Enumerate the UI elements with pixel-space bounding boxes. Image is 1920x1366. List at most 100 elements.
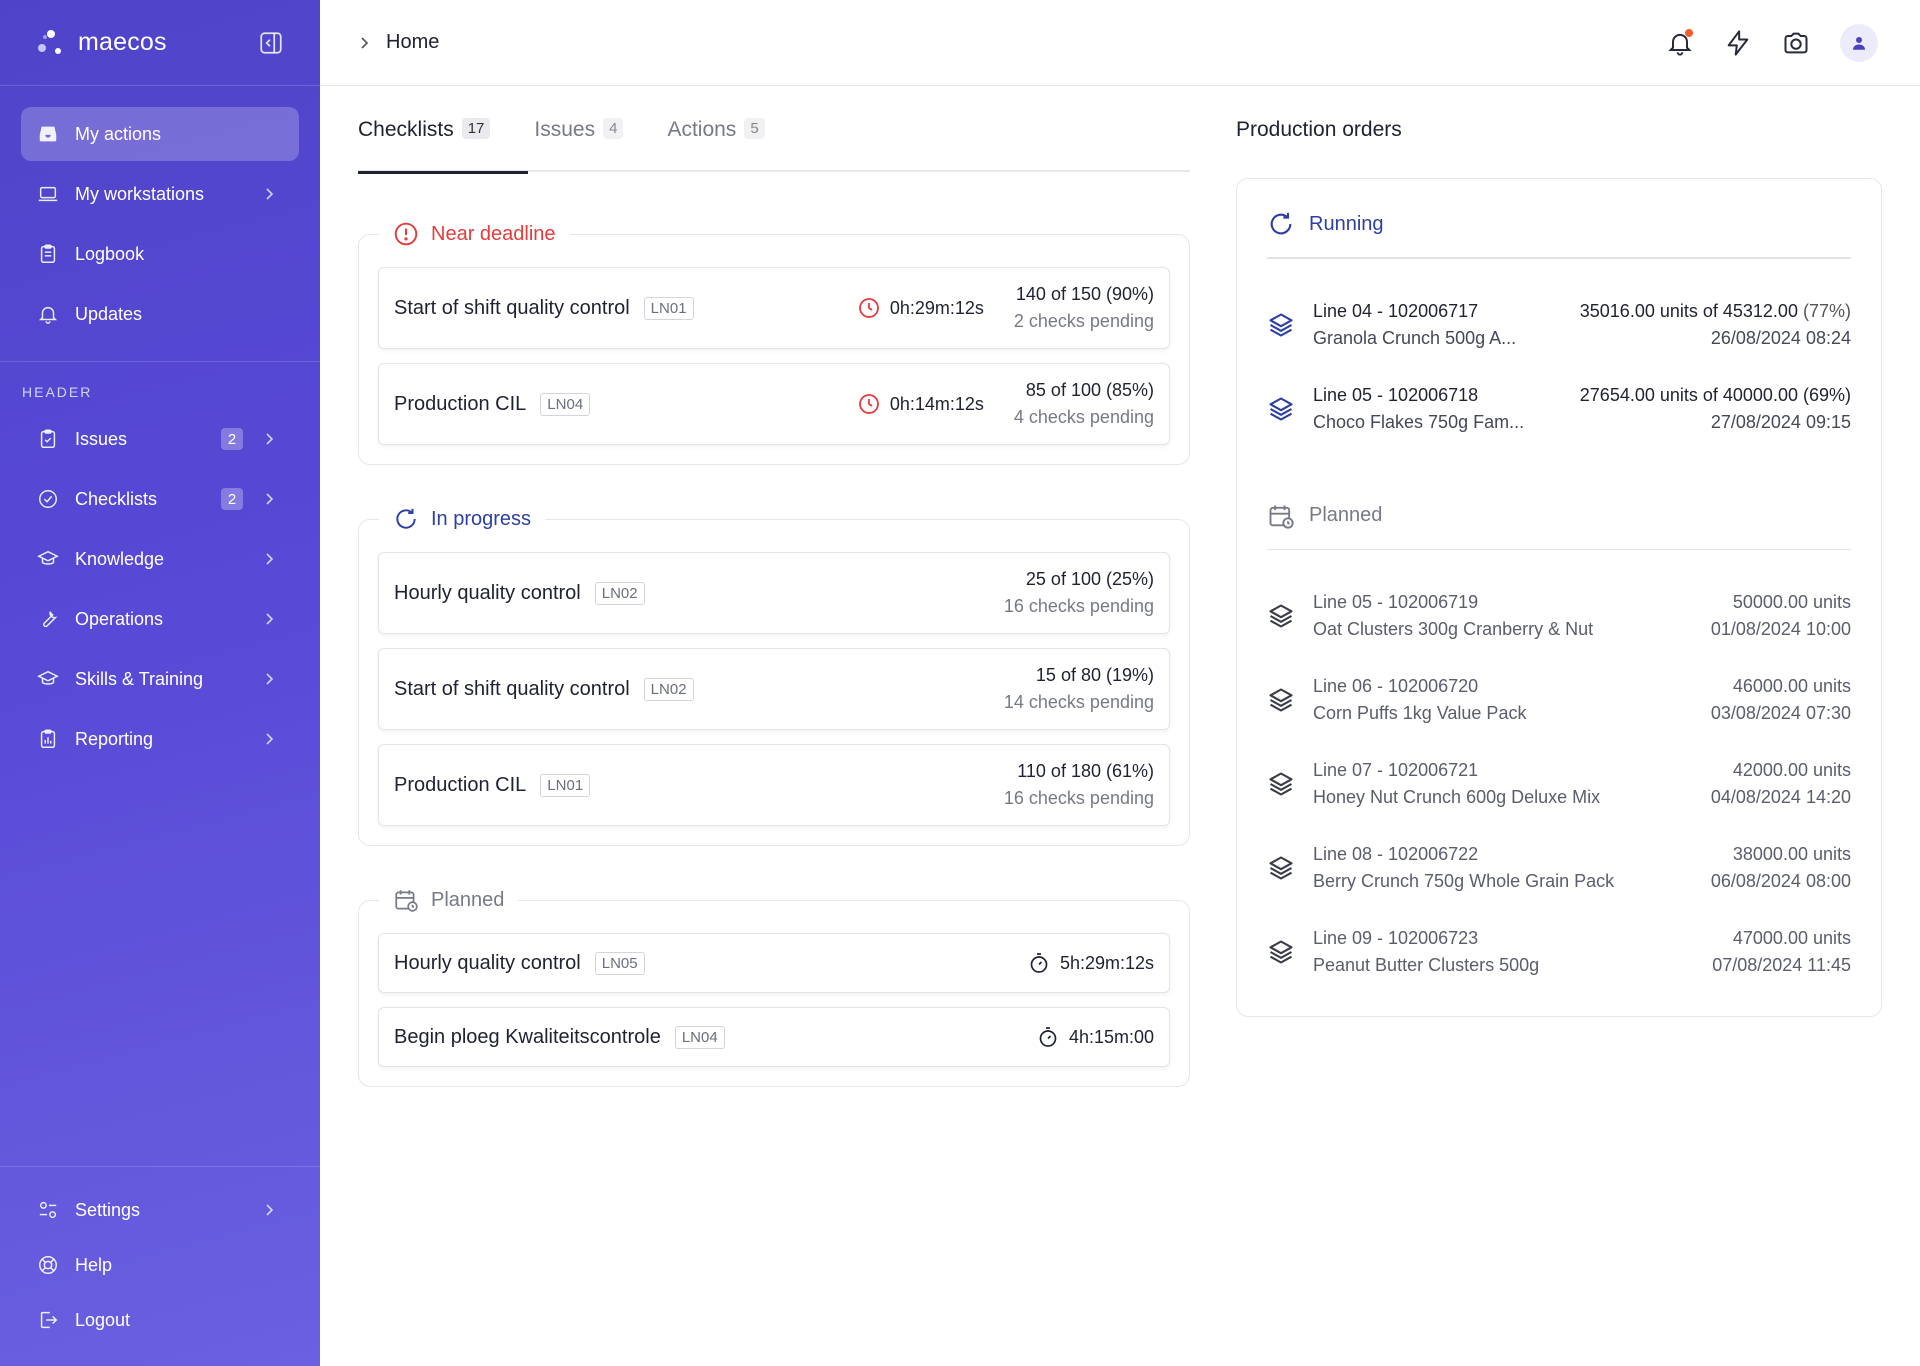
chevron-right-icon <box>266 673 274 685</box>
sidebar-item-help[interactable]: Help <box>21 1238 299 1292</box>
order-units: 46000.00 units <box>1732 676 1851 696</box>
production-order-row[interactable]: Line 05 - 102006718 Choco Flakes 750g Fa… <box>1267 367 1851 451</box>
checklist-title: Production CIL <box>394 392 527 415</box>
sidebar-main-nav: My actions My workstations Logbook Updat… <box>0 86 320 341</box>
sidebar-item-label: My workstations <box>75 183 205 204</box>
checklist-stats: 15 of 80 (19%) 14 checks pending <box>1004 662 1154 716</box>
pending-text: 16 checks pending <box>1003 788 1154 808</box>
tab-checklists[interactable]: Checklists 17 <box>358 118 534 174</box>
sidebar-item-logbook[interactable]: Logbook <box>21 227 299 281</box>
graduation-cap-icon <box>37 550 59 565</box>
avatar[interactable] <box>1840 23 1878 62</box>
order-date: 27/08/2024 09:15 <box>1710 411 1851 432</box>
order-meta: 50000.00 units 01/08/2024 10:00 <box>1711 589 1851 643</box>
logo-icon <box>38 29 61 54</box>
order-units: 42000.00 units <box>1732 760 1851 780</box>
sidebar-collapse-icon[interactable] <box>258 30 284 56</box>
order-info: Line 05 - 102006719 Oat Clusters 300g Cr… <box>1313 589 1711 643</box>
production-order-row[interactable]: Line 09 - 102006723 Peanut Butter Cluste… <box>1267 910 1851 994</box>
order-line: Line 07 - 102006721 <box>1313 760 1479 780</box>
camera-icon <box>1784 32 1808 53</box>
group-header: In progress <box>379 502 546 536</box>
refresh-icon <box>396 508 416 529</box>
sidebar-item-label: Updates <box>75 303 143 324</box>
report-icon <box>40 729 56 748</box>
order-line: Line 05 - 102006718 <box>1313 384 1479 405</box>
check-circle-icon <box>39 490 57 508</box>
production-order-row[interactable]: Line 07 - 102006721 Honey Nut Crunch 600… <box>1267 742 1851 826</box>
production-order-row[interactable]: Line 04 - 102006717 Granola Crunch 500g … <box>1267 283 1851 367</box>
layers-icon <box>1269 856 1293 880</box>
sidebar-item-label: Logout <box>75 1309 131 1330</box>
tab-label: Checklists <box>358 118 454 141</box>
breadcrumb-current[interactable]: Home <box>386 31 440 53</box>
countdown-value: 0h:29m:12s <box>889 297 984 318</box>
checklist-title: Begin ploeg Kwaliteitscontrole <box>394 1025 661 1048</box>
sidebar-item-issues[interactable]: Issues 2 <box>21 412 299 466</box>
order-product: Choco Flakes 750g Fam... <box>1313 411 1525 432</box>
tab-actions[interactable]: Actions 5 <box>667 118 808 172</box>
chevron-right-icon <box>266 1204 274 1216</box>
group-title: Planned <box>431 888 505 911</box>
logo[interactable]: maecos <box>36 28 167 58</box>
checklist-card[interactable]: Hourly quality control LN05 5h:29m:12s <box>378 933 1170 993</box>
countdown-value: 5h:29m:12s <box>1059 952 1154 973</box>
chevron-right-icon <box>266 433 274 445</box>
sidebar-item-skills-training[interactable]: Skills & Training <box>21 652 299 706</box>
order-units: 27654.00 units of 40000.00 (69%) <box>1579 384 1851 405</box>
graduation-cap-icon <box>37 670 59 685</box>
tab-issues[interactable]: Issues 4 <box>534 118 667 172</box>
calendar-clock-icon <box>1269 505 1294 529</box>
production-order-row[interactable]: Line 05 - 102006719 Oat Clusters 300g Cr… <box>1267 574 1851 658</box>
sidebar-item-knowledge[interactable]: Knowledge <box>21 532 299 586</box>
order-meta: 46000.00 units 03/08/2024 07:30 <box>1711 673 1851 727</box>
countdown-value: 4h:15m:00 <box>1068 1026 1154 1047</box>
sidebar-item-reporting[interactable]: Reporting <box>21 712 299 766</box>
order-info: Line 04 - 102006717 Granola Crunch 500g … <box>1313 298 1580 352</box>
order-product: Granola Crunch 500g A... <box>1313 327 1517 348</box>
order-date: 06/08/2024 08:00 <box>1710 871 1851 891</box>
checklist-card[interactable]: Begin ploeg Kwaliteitscontrole LN04 4h:1… <box>378 1007 1170 1067</box>
checklist-title: Hourly quality control <box>394 581 581 604</box>
clipboard-icon <box>40 244 56 263</box>
chevron-right-icon <box>266 613 274 625</box>
sidebar-item-checklists[interactable]: Checklists 2 <box>21 472 299 526</box>
sidebar-item-logout[interactable]: Logout <box>21 1293 299 1347</box>
checklist-card[interactable]: Hourly quality control LN02 25 of 100 (2… <box>378 552 1170 634</box>
camera-button[interactable] <box>1782 29 1810 57</box>
sidebar-bottom-nav: Settings Help Logout <box>0 1166 320 1366</box>
sidebar-item-operations[interactable]: Operations <box>21 592 299 646</box>
order-product: Berry Crunch 750g Whole Grain Pack <box>1313 871 1615 891</box>
checklist-card[interactable]: Production CIL LN01 110 of 180 (61%) 16 … <box>378 744 1170 826</box>
pending-text: 2 checks pending <box>1013 311 1154 331</box>
pending-text: 14 checks pending <box>1003 692 1154 712</box>
pending-text: 16 checks pending <box>1003 596 1154 616</box>
checklist-stats: 85 of 100 (85%) 4 checks pending <box>1014 377 1154 431</box>
bell-icon <box>38 306 58 324</box>
sidebar-item-my-actions[interactable]: My actions <box>21 107 299 161</box>
sidebar-item-my-workstations[interactable]: My workstations <box>21 167 299 221</box>
sidebar-item-updates[interactable]: Updates <box>21 287 299 341</box>
checklist-card[interactable]: Start of shift quality control LN02 15 o… <box>378 648 1170 730</box>
quick-actions-button[interactable] <box>1724 29 1752 57</box>
sidebar-item-settings[interactable]: Settings <box>21 1183 299 1237</box>
clock-icon <box>858 394 879 414</box>
sidebar-section-title: HEADER <box>22 384 93 400</box>
notifications-button[interactable] <box>1666 28 1694 57</box>
checklist-card[interactable]: Production CIL LN04 0h:14m:12s 85 of 100… <box>378 363 1170 445</box>
order-meta: 47000.00 units 07/08/2024 11:45 <box>1712 925 1851 979</box>
production-order-row[interactable]: Line 06 - 102006720 Corn Puffs 1kg Value… <box>1267 658 1851 742</box>
sidebar-item-label: Reporting <box>75 728 154 749</box>
group-title: Near deadline <box>431 222 556 245</box>
sidebar-item-label: Settings <box>75 1199 141 1220</box>
group-header: Near deadline <box>379 217 570 251</box>
checklist-title: Start of shift quality control <box>394 296 630 319</box>
production-order-row[interactable]: Line 08 - 102006722 Berry Crunch 750g Wh… <box>1267 826 1851 910</box>
layers-icon <box>1269 688 1293 712</box>
checklist-card[interactable]: Start of shift quality control LN01 0h:2… <box>378 267 1170 349</box>
progress-text: 140 of 150 (90%) <box>1015 284 1154 304</box>
checklist-stats: 140 of 150 (90%) 2 checks pending <box>1014 281 1154 335</box>
notification-dot <box>1685 28 1693 37</box>
sidebar-item-label: Issues <box>75 428 128 449</box>
tab-count: 17 <box>461 118 491 139</box>
